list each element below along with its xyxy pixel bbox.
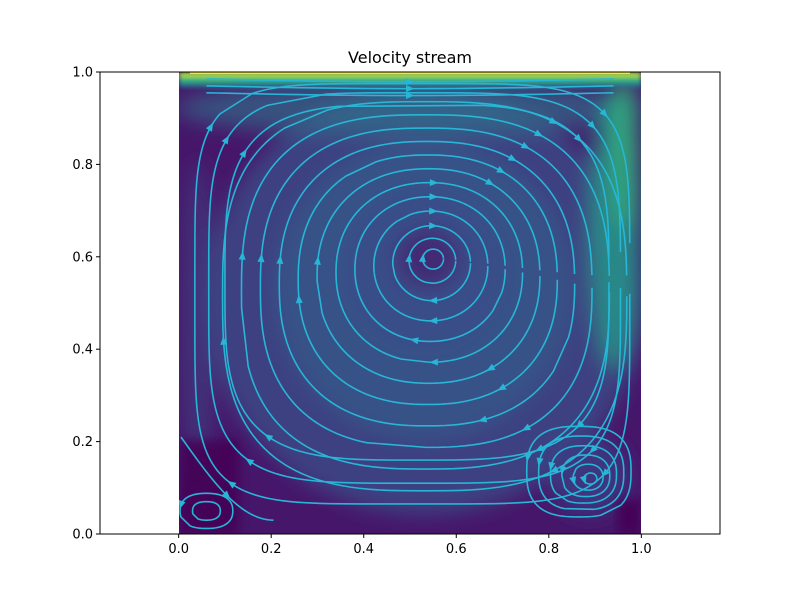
streamline-arrow [406, 92, 415, 100]
x-tick-label: 0.6 [446, 542, 467, 557]
y-tick-label: 1.0 [72, 66, 93, 81]
streamline-arrow [579, 475, 587, 485]
streamline-arrow [573, 133, 583, 143]
streamline-arrow [589, 444, 598, 454]
y-tick-label: 0.4 [72, 343, 93, 358]
streamline-arrow [409, 337, 419, 345]
streamline-arrow [429, 358, 438, 366]
streamline-arrow [406, 85, 415, 93]
y-axis: 0.0 0.2 0.4 0.6 0.8 1.0 [72, 66, 100, 543]
streamline-arrow [429, 207, 438, 215]
primary-vortex-core-shade [396, 228, 460, 288]
y-tick-label: 0.6 [72, 250, 93, 265]
streamline-arrow [428, 222, 438, 230]
streamline-arrow [428, 296, 438, 304]
x-tick-label: 0.8 [538, 542, 559, 557]
lid-layer-2 [179, 76, 641, 82]
streamline-arrow [485, 178, 495, 186]
streamline-arrow [405, 253, 413, 263]
lid-top-edge [190, 72, 630, 74]
streamline-arrow [601, 468, 611, 477]
streamline-arrow [245, 458, 255, 466]
streamline-arrow [587, 120, 596, 130]
streamline-arrow [549, 465, 559, 473]
bottom-right-corner-shade [618, 500, 641, 534]
streamline-arrow [406, 78, 415, 86]
x-tick-label: 0.2 [261, 542, 282, 557]
streamline-arrow [569, 476, 577, 486]
streamline-arrow [428, 317, 438, 325]
streamlines [179, 78, 632, 530]
streamline-arrow [295, 294, 303, 304]
streamline-arrow [524, 452, 532, 462]
streamline-arrow [205, 122, 214, 132]
streamline-arrow [221, 490, 231, 499]
streamline-arrow [429, 179, 439, 187]
streamline-arrow [486, 363, 496, 372]
chart-title: Velocity stream [348, 48, 472, 67]
streamline-arrow [497, 383, 507, 391]
streamline-arrow [257, 253, 265, 263]
streamline-arrow [507, 154, 517, 162]
axes-frame [99, 71, 721, 535]
x-axis: 0.0 0.2 0.4 0.6 0.8 1.0 [168, 534, 652, 557]
left-wall-band [180, 160, 216, 500]
lid-layer-1 [179, 72, 641, 77]
streamline-arrow [536, 457, 544, 467]
streamline-arrow [496, 166, 506, 174]
streamline-arrow [238, 251, 246, 260]
streamline-arrow [313, 256, 321, 266]
x-tick-label: 0.0 [168, 542, 189, 557]
streamline-arrow [179, 499, 186, 510]
streamline-arrow [221, 135, 229, 145]
streamline-arrow [548, 461, 556, 471]
streamline-arrow [521, 423, 532, 431]
streamline-arrow [418, 253, 426, 263]
x-tick-label: 0.4 [353, 542, 374, 557]
streamline-arrow [429, 193, 438, 201]
streamline-arrow [264, 433, 274, 442]
streamline-arrow [227, 480, 237, 489]
streamline-arrow [478, 415, 488, 423]
streamline-arrow [520, 141, 530, 149]
streamline-arrow [599, 108, 608, 118]
y-tick-label: 0.8 [72, 158, 93, 173]
x-tick-label: 1.0 [631, 542, 652, 557]
streamline-arrow [533, 129, 544, 137]
y-tick-label: 0.2 [72, 435, 93, 450]
y-tick-label: 0.0 [72, 528, 93, 543]
streamline-arrow [276, 255, 284, 265]
right-wall-jet-core [611, 72, 639, 230]
streamline-bottom-left-vortex [191, 500, 222, 521]
streamline-arrow [559, 465, 567, 475]
streamline-arrow [239, 148, 247, 159]
